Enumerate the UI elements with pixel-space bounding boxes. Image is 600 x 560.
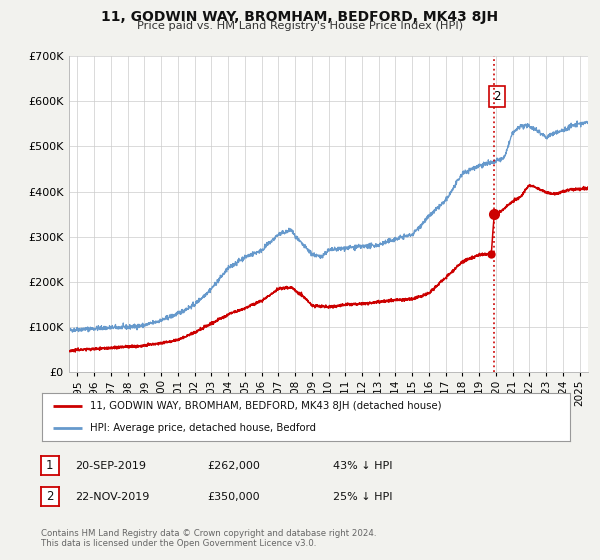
Text: Contains HM Land Registry data © Crown copyright and database right 2024.: Contains HM Land Registry data © Crown c… — [41, 529, 376, 538]
Text: £350,000: £350,000 — [207, 492, 260, 502]
Text: 11, GODWIN WAY, BROMHAM, BEDFORD, MK43 8JH (detached house): 11, GODWIN WAY, BROMHAM, BEDFORD, MK43 8… — [89, 401, 441, 410]
Text: HPI: Average price, detached house, Bedford: HPI: Average price, detached house, Bedf… — [89, 423, 316, 433]
Text: Price paid vs. HM Land Registry's House Price Index (HPI): Price paid vs. HM Land Registry's House … — [137, 21, 463, 31]
Text: 25% ↓ HPI: 25% ↓ HPI — [333, 492, 392, 502]
Text: 11, GODWIN WAY, BROMHAM, BEDFORD, MK43 8JH: 11, GODWIN WAY, BROMHAM, BEDFORD, MK43 8… — [101, 10, 499, 24]
Text: 20-SEP-2019: 20-SEP-2019 — [75, 461, 146, 471]
Text: 2: 2 — [493, 90, 500, 103]
Text: 1: 1 — [46, 459, 53, 473]
Text: £262,000: £262,000 — [207, 461, 260, 471]
Text: 2: 2 — [46, 490, 53, 503]
Text: 22-NOV-2019: 22-NOV-2019 — [75, 492, 149, 502]
Text: This data is licensed under the Open Government Licence v3.0.: This data is licensed under the Open Gov… — [41, 539, 316, 548]
Text: 43% ↓ HPI: 43% ↓ HPI — [333, 461, 392, 471]
